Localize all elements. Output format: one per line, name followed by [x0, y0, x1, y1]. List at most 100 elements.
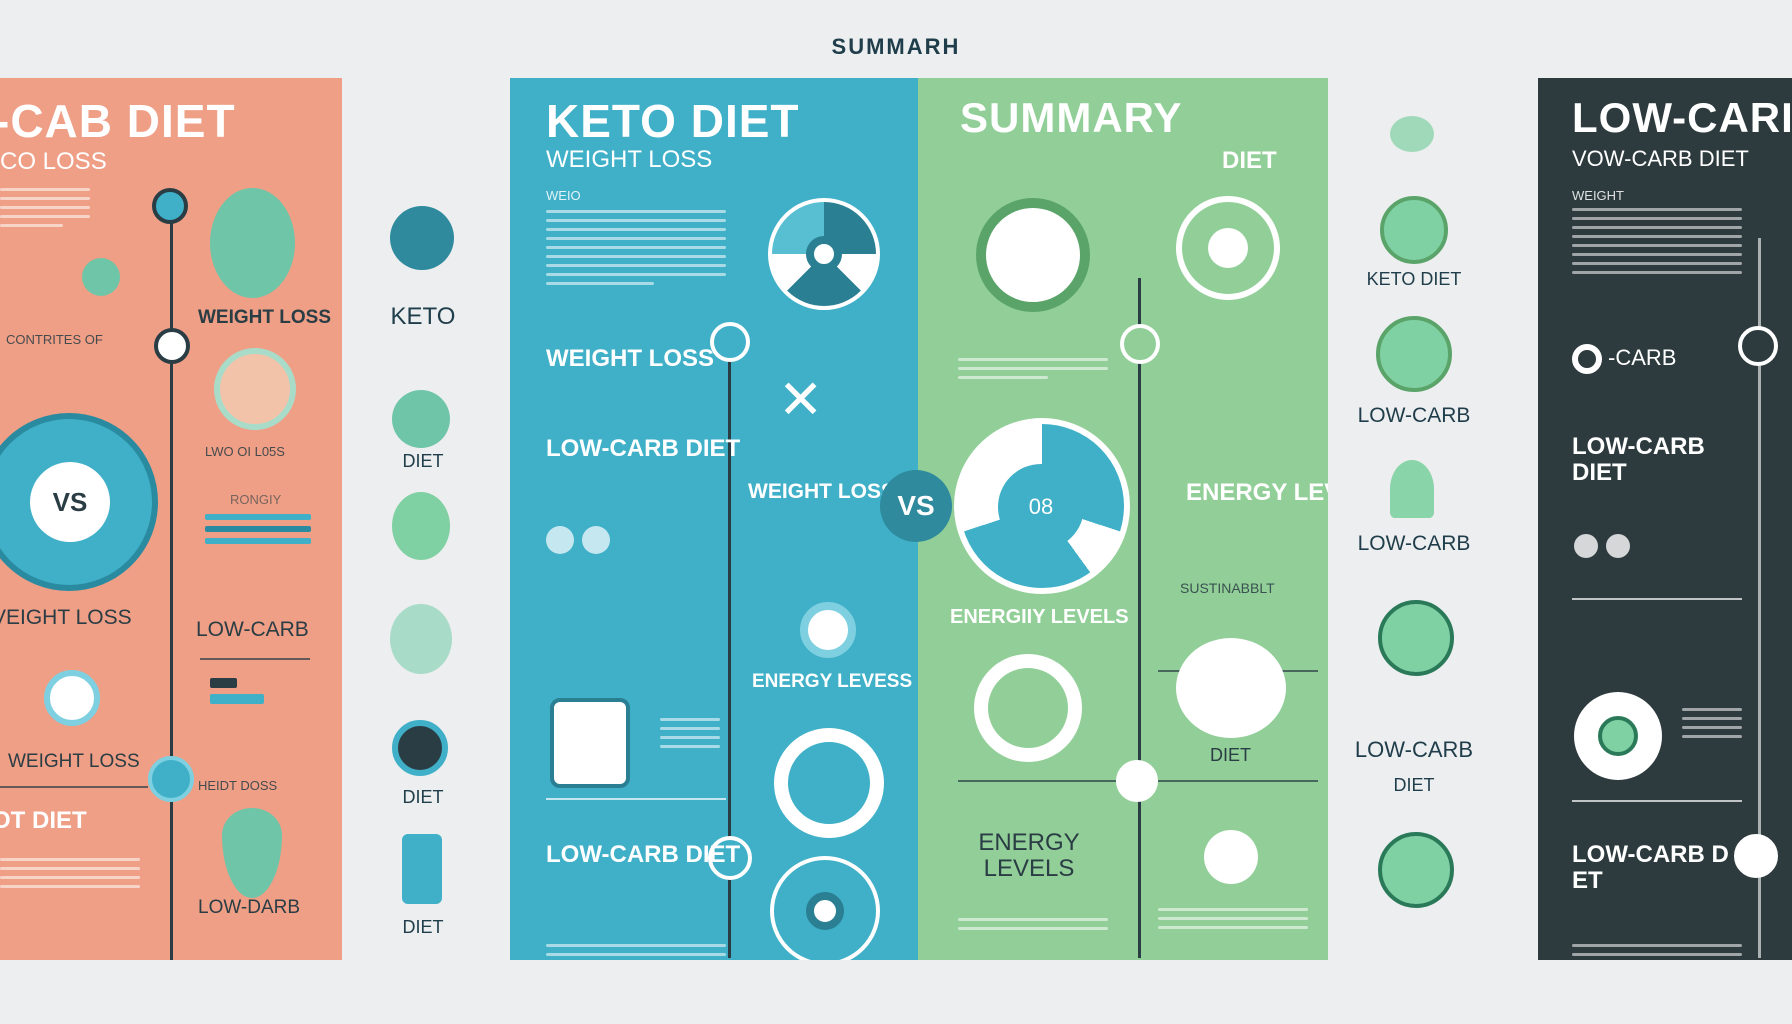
divider — [1158, 780, 1318, 782]
label-sustain: SUSTINABBLT — [1180, 580, 1275, 596]
label-energy: ENERGY LEVELS — [1186, 479, 1328, 506]
cross-icon: ✕ — [778, 370, 824, 430]
label-small: WEIO — [546, 188, 581, 203]
timeline-node — [1120, 324, 1160, 364]
leaf-icon — [1380, 196, 1448, 264]
text-block — [0, 188, 90, 233]
leaves-icon — [1390, 116, 1434, 152]
label-small: WEIGHT — [1572, 188, 1624, 203]
label-low-carb: LOW-CARB DIET — [1572, 433, 1705, 487]
compass-icon — [976, 198, 1090, 312]
label-weight-loss: WEIGHT LOSS — [748, 480, 895, 503]
citrus-icon — [1378, 832, 1454, 908]
divider — [958, 780, 1116, 782]
target-center — [806, 892, 844, 930]
ring-center — [1208, 228, 1248, 268]
icon-label: DIET — [402, 787, 444, 807]
text-block — [1682, 708, 1742, 744]
bar-chart-icon — [1176, 638, 1286, 738]
vs-wheel — [0, 413, 158, 591]
divider — [1572, 800, 1742, 802]
icon-label: LOW-CARB — [1357, 404, 1471, 427]
apple-icon — [210, 188, 295, 298]
timeline-line — [728, 338, 731, 958]
icon-label: DIET — [1393, 775, 1435, 795]
text-block — [958, 358, 1108, 385]
pill-icon — [392, 390, 450, 448]
text-block — [0, 858, 140, 894]
timeline-node — [1738, 326, 1778, 366]
label-weight-loss: WEIGHT LOSS — [546, 345, 714, 372]
label-misc: HEIDT DOSS — [198, 778, 278, 793]
icon-label: DIET — [402, 451, 444, 471]
label-diet: OT DIET — [0, 807, 87, 834]
vs-label: VS — [30, 462, 110, 542]
ring-chart — [774, 728, 884, 838]
icon-label: LOW-CARB — [1357, 532, 1471, 555]
text-block — [546, 210, 726, 291]
label-low-carb: LOW-CARB DIET — [546, 435, 741, 462]
bar-chart — [210, 678, 300, 710]
panel-title: -CAB DIET — [0, 95, 236, 147]
timeline-node — [710, 322, 750, 362]
keto-icon — [390, 206, 454, 270]
panel-title: LOW-CARI — [1572, 94, 1792, 141]
ring-icon — [974, 654, 1082, 762]
timeline-node — [1734, 834, 1778, 878]
label-low-carb: LOW-CARB — [196, 618, 309, 641]
timeline-node — [148, 756, 194, 802]
label-carb: -CARB — [1608, 345, 1677, 370]
icon-label: KETO DIET — [1366, 269, 1462, 289]
label-weight-loss: WEIGHT LOSS — [198, 307, 331, 328]
clover-icon — [1378, 600, 1454, 676]
text-block — [546, 944, 726, 960]
text-block — [660, 718, 720, 754]
node-icon — [152, 188, 188, 224]
coin-icon — [392, 720, 448, 776]
timeline-line — [1758, 238, 1761, 958]
ring-center — [1598, 716, 1638, 756]
text-block — [1158, 908, 1308, 935]
divider — [0, 786, 148, 788]
label-low-carb: LOW-CARB DIET — [546, 841, 741, 868]
vs-badge: VS — [880, 470, 952, 542]
label-weight-loss: VEIGHT LOSS — [0, 606, 132, 629]
pie-center: 08 — [998, 464, 1084, 550]
timeline-line — [1138, 278, 1141, 958]
divider — [200, 658, 310, 660]
bar-block — [205, 514, 311, 550]
dot-icon — [1606, 534, 1630, 558]
grapefruit-icon — [214, 348, 296, 430]
label-misc: RONGIY — [230, 492, 282, 507]
label-energy: ENERGY LEVELS — [978, 829, 1080, 883]
dot-icon — [582, 526, 610, 554]
panel-title: SUMMARY — [960, 94, 1183, 141]
donut-center — [806, 236, 842, 272]
leaf-icon — [82, 258, 120, 296]
panel-title: KETO DIET — [546, 95, 800, 147]
label-diet: DIET — [1210, 745, 1252, 765]
text-block — [1572, 208, 1742, 280]
panel-subtitle: DIET — [1222, 147, 1277, 174]
document-icon — [550, 698, 630, 788]
target-icon — [770, 856, 880, 960]
timeline-node — [154, 328, 190, 364]
apple-icon — [1204, 830, 1258, 884]
food-icon — [392, 492, 450, 560]
plant-icon — [1376, 316, 1452, 392]
timeline-node — [708, 836, 752, 880]
panel-keto: KETO DIET WEIGHT LOSS WEIO WEIGHT LOSS ✕… — [510, 78, 918, 960]
panel-low-carb-left: -CAB DIET CO LOSS WEIGHT LOSS CONTRITES … — [0, 78, 342, 960]
panel-low-carb-right: LOW-CARI VOW-CARB DIET WEIGHT -CARB LOW-… — [1538, 78, 1792, 960]
text-block — [1572, 944, 1742, 960]
divider — [546, 798, 726, 800]
divider — [1572, 598, 1742, 600]
panel-summary: SUMMARY DIET 08 ENERGY LEVELS SUSTINABBL… — [918, 78, 1328, 960]
icon-label: KETO — [390, 303, 456, 330]
dot-icon — [546, 526, 574, 554]
panel-subtitle: WEIGHT LOSS — [546, 146, 713, 173]
heart-icon — [800, 602, 856, 658]
drop-icon — [222, 808, 282, 898]
timeline-line — [170, 198, 173, 960]
text-block — [958, 918, 1108, 936]
